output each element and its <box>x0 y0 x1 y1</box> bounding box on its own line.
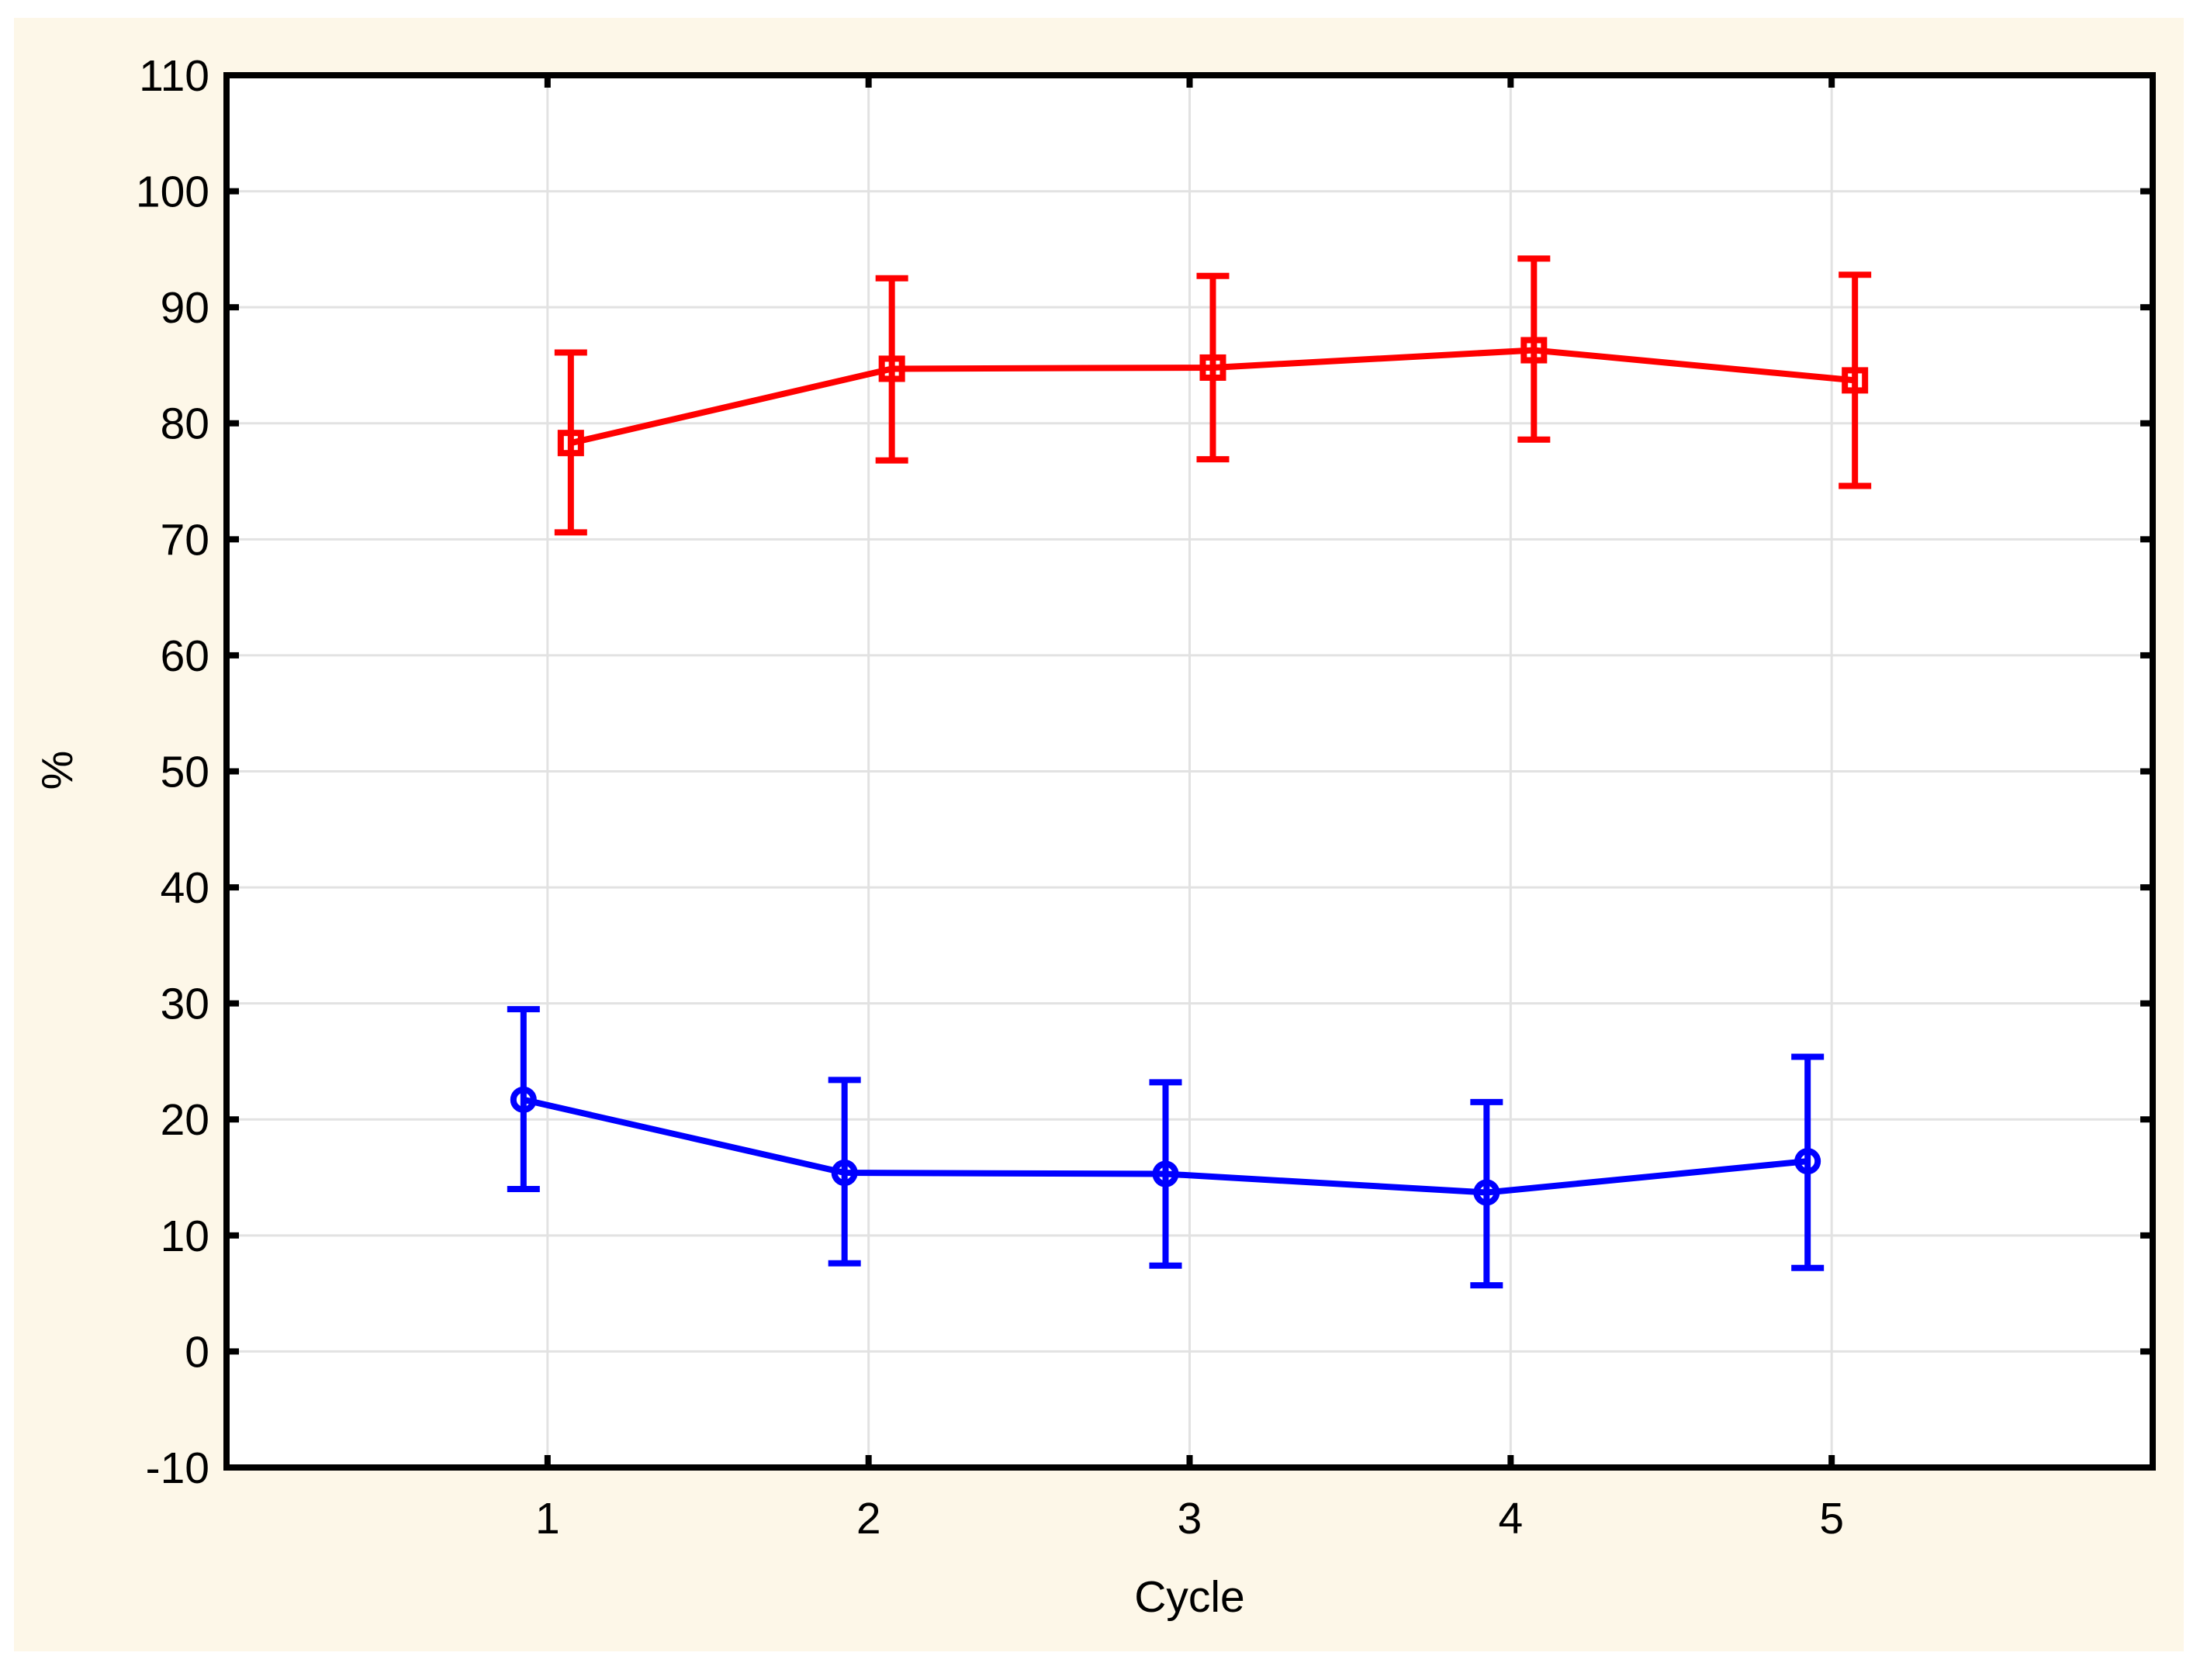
y-tick-label: 70 <box>161 515 209 565</box>
blue_circles-marker-circle <box>1152 1160 1179 1187</box>
y-tick-label: 100 <box>136 168 209 217</box>
blue_circles-marker-circle <box>1473 1179 1500 1206</box>
red_squares-marker-square <box>878 355 905 382</box>
y-tick-label: 60 <box>161 631 209 681</box>
red_squares-marker-square <box>557 430 584 457</box>
blue_circles-line <box>522 1096 1808 1196</box>
red_squares-marker-square <box>1842 367 1869 394</box>
y-tick-label: -10 <box>146 1443 209 1493</box>
y-tick-label: 10 <box>161 1212 209 1261</box>
y-tick-label: 80 <box>161 399 209 449</box>
x-tick-label: 1 <box>535 1494 560 1543</box>
blue_circles-marker-circle <box>831 1160 858 1187</box>
red_squares-marker-square <box>1520 337 1548 364</box>
x-tick-label: 5 <box>1819 1494 1844 1543</box>
x-tick-label: 3 <box>1178 1494 1202 1543</box>
y-tick-label: 50 <box>161 747 209 797</box>
red_squares-marker-square <box>1199 354 1226 381</box>
y-tick-label: 40 <box>161 863 209 913</box>
blue_circles-marker-circle <box>1794 1148 1821 1175</box>
x-tick-label: 4 <box>1498 1494 1523 1543</box>
y-tick-label: 0 <box>185 1327 209 1377</box>
blue_circles-marker-circle <box>510 1086 537 1113</box>
y-tick-label: 20 <box>161 1095 209 1145</box>
x-axis-title: Cycle <box>1134 1572 1245 1622</box>
y-tick-label: 90 <box>161 283 209 333</box>
y-tick-label: 30 <box>161 980 209 1029</box>
x-tick-label: 2 <box>856 1494 881 1543</box>
red_squares-line <box>569 347 1856 447</box>
y-tick-label: 110 <box>139 51 209 101</box>
y-axis-title: % <box>33 751 82 790</box>
